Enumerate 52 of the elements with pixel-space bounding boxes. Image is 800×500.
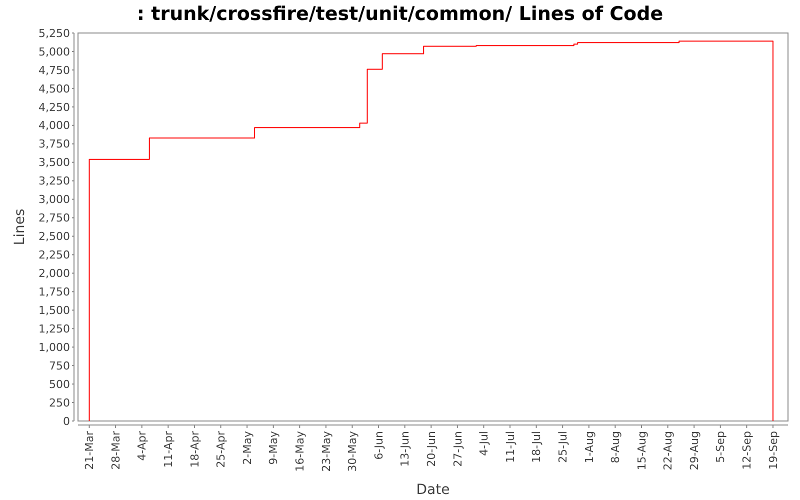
x-tick-label: 22-Aug [662, 431, 675, 470]
y-tick-label: 1,000 [38, 340, 70, 354]
x-tick-label: 13-Jun [398, 430, 412, 467]
x-tick-label: 30-May [346, 430, 360, 472]
x-tick-label: 1-Aug [582, 431, 596, 464]
x-tick-label: 16-May [293, 430, 306, 472]
y-tick-label: 250 [49, 396, 70, 410]
x-tick-label: 20-Jun [424, 430, 438, 467]
x-tick-label: 4-Apr [136, 430, 149, 461]
y-tick-label: 4,250 [38, 100, 70, 114]
x-tick-label: 21-Mar [83, 430, 96, 470]
y-tick-label: 3,500 [38, 156, 70, 170]
x-tick-label: 2-May [240, 430, 254, 465]
y-tick-label: 5,000 [38, 45, 70, 58]
y-tick-label: 500 [49, 378, 70, 391]
y-axis-title: Lines [12, 208, 28, 246]
x-tick-label: 23-May [320, 430, 333, 472]
x-tick-label: 8-Aug [609, 431, 622, 464]
x-tick-label: 9-May [267, 430, 280, 465]
y-tick-label: 3,000 [38, 193, 70, 206]
x-tick-label: 27-Jun [451, 430, 464, 467]
x-axis-title: Date [416, 482, 450, 498]
x-tick-label: 18-Apr [188, 430, 202, 468]
x-tick-label: 25-Jul [556, 431, 570, 463]
chart-title: : trunk/crossfire/test/unit/common/ Lines of Code [136, 3, 664, 25]
x-tick-label: 5-Sep [714, 430, 728, 463]
y-tick-label: 2,750 [38, 212, 70, 225]
x-tick-label: 4-Jul [478, 431, 491, 456]
y-tick-label: 1,750 [38, 286, 70, 299]
y-tick-label: 4,000 [38, 119, 70, 132]
y-tick-label: 2,250 [38, 248, 70, 262]
x-tick-label: 11-Jul [504, 431, 517, 463]
y-tick-label: 1,500 [38, 304, 70, 317]
y-tick-label: 5,250 [38, 26, 70, 40]
x-tick-label: 15-Aug [635, 431, 648, 470]
x-tick-label: 12-Sep [740, 430, 754, 470]
x-tick-label: 25-Apr [214, 430, 228, 468]
y-tick-label: 2,000 [38, 267, 70, 280]
y-tick-label: 3,250 [38, 174, 70, 188]
y-tick-label: 1,250 [38, 322, 70, 336]
y-tick-label: 3,750 [38, 138, 70, 151]
y-tick-label: 4,750 [38, 64, 70, 77]
x-tick-label: 11-Apr [162, 430, 176, 468]
y-tick-label: 0 [63, 414, 70, 428]
x-tick-label: 29-Aug [688, 431, 701, 470]
x-tick-label: 28-Mar [109, 430, 122, 470]
x-tick-label: 19-Sep [766, 430, 780, 470]
x-tick-label: 18-Jul [530, 431, 544, 463]
x-tick-label: 6-Jun [372, 430, 386, 460]
y-tick-label: 2,500 [38, 230, 70, 244]
y-tick-label: 750 [49, 359, 70, 372]
y-tick-label: 4,500 [38, 82, 70, 96]
